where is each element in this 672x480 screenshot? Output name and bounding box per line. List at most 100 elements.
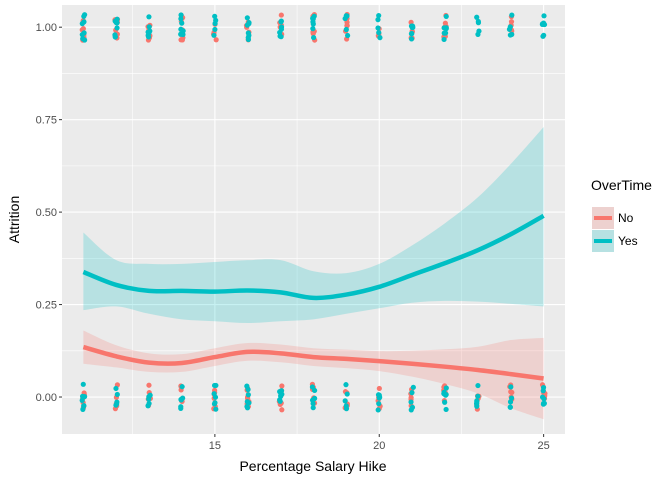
point-yes (113, 385, 119, 392)
point-yes (507, 32, 513, 38)
point-yes (541, 13, 547, 19)
point-no (179, 37, 185, 43)
point-yes (79, 32, 85, 38)
legend-title: OverTime (591, 177, 652, 193)
point-yes (474, 398, 480, 404)
y-axis: 0.00 0.25 0.50 0.75 1.00 (36, 22, 62, 404)
y-tick-label: 0.50 (36, 207, 57, 219)
point-yes (377, 35, 383, 41)
point-yes (443, 406, 449, 413)
point-yes (345, 32, 351, 39)
point-no (508, 389, 514, 395)
point-yes (507, 404, 513, 410)
point-yes (376, 12, 382, 19)
point-yes (80, 36, 86, 42)
point-yes (245, 400, 251, 406)
x-axis: 15 20 25 (209, 434, 550, 452)
point-yes (506, 26, 513, 32)
point-yes (443, 13, 449, 20)
point-yes (278, 393, 284, 399)
point-yes (375, 25, 381, 31)
smooth-line-no (82, 344, 544, 381)
point-yes (178, 16, 184, 22)
point-yes (245, 36, 252, 43)
point-yes (311, 395, 318, 402)
point-yes (213, 17, 219, 23)
point-yes (375, 407, 381, 413)
point-no (442, 20, 448, 26)
point-yes (310, 400, 316, 407)
point-yes (79, 21, 85, 27)
smooth-line-yes (82, 213, 545, 301)
y-tick-label: 0.00 (36, 392, 57, 404)
point-yes (343, 382, 349, 388)
smooth-lines (82, 213, 545, 381)
point-yes (212, 26, 218, 33)
point-yes (180, 31, 186, 38)
point-yes (246, 32, 252, 38)
point-yes (310, 405, 316, 411)
point-yes (244, 15, 250, 21)
confidence-ribbons (83, 127, 544, 420)
point-yes (278, 26, 285, 32)
point-yes (114, 25, 120, 31)
point-yes (244, 22, 250, 28)
y-tick-label: 1.00 (36, 22, 57, 34)
point-yes (114, 20, 120, 26)
y-axis-title: Attrition (6, 196, 22, 243)
point-no (376, 385, 382, 392)
point-yes (342, 15, 348, 22)
x-tick-label: 20 (373, 440, 385, 452)
point-yes (146, 14, 152, 20)
point-yes (245, 386, 251, 393)
point-yes (310, 16, 316, 22)
point-yes (178, 26, 184, 32)
point-yes (344, 391, 350, 397)
point-yes (409, 390, 415, 396)
point-yes (211, 382, 218, 389)
point-yes (211, 391, 217, 397)
point-no (279, 407, 285, 413)
point-yes (409, 23, 416, 29)
point-yes (443, 385, 449, 391)
point-yes (81, 13, 87, 19)
point-yes (212, 13, 218, 19)
point-yes (443, 30, 449, 36)
point-yes (408, 407, 414, 413)
point-yes (442, 399, 448, 405)
point-yes (475, 393, 481, 399)
data-points (79, 11, 548, 413)
point-yes (540, 394, 546, 400)
point-yes (79, 397, 85, 404)
point-yes (509, 12, 515, 18)
point-yes (443, 25, 449, 31)
point-yes (211, 401, 218, 407)
point-yes (311, 34, 317, 41)
x-tick-label: 25 (538, 440, 550, 452)
point-yes (408, 36, 415, 42)
point-yes (213, 406, 219, 412)
point-yes (80, 381, 86, 387)
point-yes (146, 24, 152, 30)
point-no (408, 394, 414, 401)
point-yes (410, 384, 416, 390)
point-yes (114, 391, 120, 398)
point-yes (309, 384, 316, 390)
point-yes (342, 398, 348, 404)
point-yes (310, 26, 316, 32)
point-yes (343, 26, 349, 33)
point-no (146, 382, 152, 388)
point-yes (376, 30, 382, 36)
ribbon-yes (83, 127, 544, 324)
point-yes (80, 406, 86, 412)
point-yes (375, 17, 381, 23)
point-yes (376, 395, 382, 401)
minor-gridlines (62, 5, 565, 434)
point-yes (474, 403, 480, 409)
x-tick-label: 15 (209, 440, 221, 452)
point-yes (112, 32, 118, 38)
point-yes (539, 21, 545, 27)
point-yes (278, 388, 285, 394)
point-no (278, 12, 284, 18)
point-yes (441, 389, 447, 395)
